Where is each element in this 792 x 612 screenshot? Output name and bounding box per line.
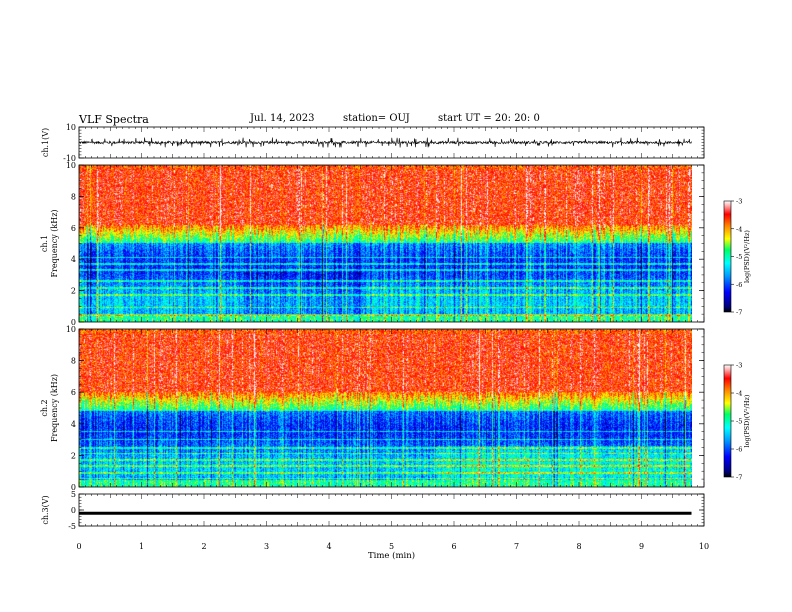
ch2-spectrogram-colorbar-tick-label: -3 xyxy=(736,362,742,370)
x-tick-label: 10 xyxy=(699,542,709,551)
ch1-spectrogram-ytick-label: 0 xyxy=(71,318,76,327)
ch1-spectrogram-colorbar-tick-label: -7 xyxy=(736,309,742,317)
ch1-spectrogram-ytick-label: 10 xyxy=(66,161,76,170)
x-tick-label: 5 xyxy=(389,542,394,551)
ch2-spectrogram-colorbar-tick-label: -5 xyxy=(736,418,742,426)
ch1-spectrogram-ylabel: Frequency (kHz) xyxy=(50,209,59,277)
ch1-spectrogram-ytick-label: 4 xyxy=(71,255,76,264)
ch1-spectrogram-colorbar-tick-label: -6 xyxy=(736,281,742,289)
x-tick-label: 6 xyxy=(451,542,456,551)
ch1-waveform-line xyxy=(78,137,692,148)
ch2-spectrogram-ytick-label: 10 xyxy=(66,325,76,334)
ch2-spectrogram-colorbar-tick-label: -7 xyxy=(736,474,742,482)
ch2-spectrogram-ytick-label: 8 xyxy=(71,357,76,366)
ch2-spectrogram-ytick-label: 0 xyxy=(71,483,76,492)
ch1-spectrogram-ytick-label: 2 xyxy=(71,287,76,296)
ch1-waveform-ytick-label: 10 xyxy=(66,123,76,132)
ch2-spectrogram-ylabel-channel: ch.2 xyxy=(40,399,49,416)
ch3-waveform-ylabel: ch.3(V) xyxy=(41,495,50,524)
ch2-spectrogram-colorbar-label: log(PSD)(V²/Hz) xyxy=(743,394,751,447)
ch1-spectrogram-colorbar-tick-label: -4 xyxy=(736,225,742,233)
header-start-time: start UT = 20: 20: 0 xyxy=(438,113,540,124)
x-tick-label: 9 xyxy=(639,542,644,551)
x-axis-label: Time (min) xyxy=(368,550,415,561)
header-station: station= OUJ xyxy=(343,113,410,124)
ch1-spectrogram-ytick-label: 8 xyxy=(71,192,76,201)
ch1-spectrogram-colorbar xyxy=(723,200,732,313)
ch1-spectrogram-ytick-label: 6 xyxy=(71,224,76,233)
ch1-spectrogram-image xyxy=(79,165,692,322)
x-tick-label: 3 xyxy=(264,542,269,551)
ch2-spectrogram-colorbar-tick-label: -6 xyxy=(736,446,742,454)
header-date: Jul. 14, 2023 xyxy=(250,113,315,124)
ch3-waveform-ytick-label: 0 xyxy=(71,506,76,515)
x-tick-label: 7 xyxy=(514,542,519,551)
ch1-waveform-ytick-label: -10 xyxy=(63,154,76,163)
ch1-waveform-ylabel: ch.1(V) xyxy=(41,128,50,157)
x-tick-label: 4 xyxy=(326,542,331,551)
x-tick-label: 2 xyxy=(201,542,206,551)
ch2-spectrogram-ytick-label: 2 xyxy=(71,451,76,460)
ch1-spectrogram-ylabel-channel: ch.1 xyxy=(40,235,49,252)
ch2-spectrogram-ytick-label: 4 xyxy=(71,420,76,429)
ch3-waveform-ytick-label: 5 xyxy=(71,490,76,499)
ch2-spectrogram-ylabel: Frequency (kHz) xyxy=(50,374,59,442)
x-tick-label: 8 xyxy=(576,542,581,551)
x-tick-label: 1 xyxy=(139,542,144,551)
ch2-spectrogram-colorbar-tick-label: -4 xyxy=(736,390,742,398)
ch2-spectrogram-image xyxy=(79,329,692,487)
figure-title: VLF Spectra xyxy=(79,113,149,126)
ch1-spectrogram-colorbar-tick-label: -3 xyxy=(736,198,742,206)
ch2-spectrogram-ytick-label: 6 xyxy=(71,388,76,397)
ch1-spectrogram-colorbar-label: log(PSD)(V²/Hz) xyxy=(743,230,751,283)
ch1-spectrogram-colorbar-tick-label: -5 xyxy=(736,253,742,261)
ch3-waveform-ytick-label: -5 xyxy=(68,522,76,531)
ch2-spectrogram-colorbar xyxy=(723,364,732,478)
x-tick-label: 0 xyxy=(76,542,81,551)
